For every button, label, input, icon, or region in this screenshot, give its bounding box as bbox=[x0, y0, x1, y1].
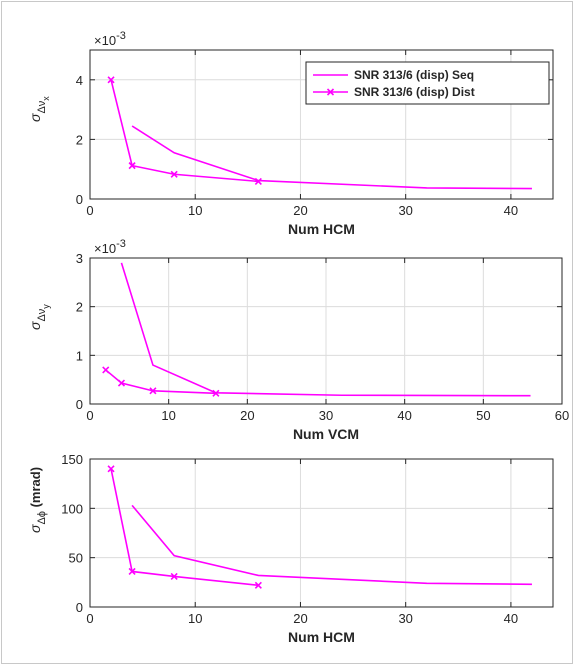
data-point-marker bbox=[254, 581, 262, 589]
x-tick-label: 30 bbox=[319, 408, 333, 423]
data-point-marker bbox=[170, 572, 178, 580]
data-point-marker bbox=[107, 465, 115, 473]
panel-delta-nu-x: 0 10 20 30 40 0 2 4 ×10-3 Num HCM σΔνx SNR 313/6 (d… bbox=[27, 30, 554, 237]
axes-box bbox=[89, 257, 563, 405]
y-tick-label: 3 bbox=[76, 251, 83, 266]
y-axis-label: σΔνy bbox=[27, 304, 51, 330]
data-point-marker bbox=[128, 162, 136, 170]
y-tick-label: 0 bbox=[76, 397, 83, 412]
y-tick-label: 2 bbox=[76, 132, 83, 147]
x-tick-label: 60 bbox=[555, 408, 569, 423]
legend-box bbox=[305, 61, 550, 105]
x-tick-label: 30 bbox=[398, 203, 412, 218]
x-tick-label: 30 bbox=[398, 611, 412, 626]
data-point-marker bbox=[107, 76, 115, 84]
x-axis-label: Num HCM bbox=[288, 221, 355, 237]
x-tick-label: 10 bbox=[188, 611, 202, 626]
legend-marker bbox=[326, 88, 335, 96]
y-axis-label: σΔνx bbox=[27, 96, 51, 122]
x-tick-label: 20 bbox=[293, 611, 307, 626]
series-line-seq bbox=[131, 504, 532, 586]
x-tick-label: 50 bbox=[476, 408, 490, 423]
y-tick-label: 1 bbox=[76, 348, 83, 363]
x-axis-label: Num HCM bbox=[288, 629, 355, 645]
y-scale-exponent: ×10-3 bbox=[94, 30, 126, 48]
x-tick-label: 40 bbox=[504, 203, 518, 218]
data-point-marker bbox=[149, 387, 157, 395]
x-tick-label: 40 bbox=[397, 408, 411, 423]
data-point-marker bbox=[254, 177, 262, 185]
axes-box bbox=[89, 458, 554, 608]
legend-entry: SNR 313/6 (disp) Dist bbox=[354, 85, 475, 99]
series-line-dist bbox=[110, 468, 259, 587]
series-line-dist bbox=[110, 79, 259, 183]
y-tick-label: 4 bbox=[76, 73, 83, 88]
data-point-marker bbox=[212, 389, 220, 397]
legend-entry: SNR 313/6 (disp) Seq bbox=[354, 68, 474, 82]
axes-box bbox=[89, 49, 554, 200]
plot-area bbox=[90, 459, 553, 607]
x-tick-label: 0 bbox=[86, 203, 93, 218]
y-axis-label: σΔϕ (mrad) bbox=[27, 467, 48, 533]
x-tick-label: 0 bbox=[86, 611, 93, 626]
y-tick-label: 2 bbox=[76, 300, 83, 315]
y-tick-label: 150 bbox=[61, 452, 83, 467]
x-axis-label: Num VCM bbox=[293, 426, 359, 442]
data-point-marker bbox=[128, 567, 136, 576]
panel-delta-phi: 0 10 20 30 40 0 50 100 150 Num HCM σΔϕ (mrad) bbox=[27, 452, 554, 645]
data-point-marker bbox=[102, 366, 110, 374]
y-tick-label: 0 bbox=[76, 600, 83, 615]
x-tick-label: 20 bbox=[293, 203, 307, 218]
x-tick-label: 10 bbox=[161, 408, 175, 423]
x-tick-label: 40 bbox=[504, 611, 518, 626]
series-line-dist bbox=[105, 369, 216, 395]
y-tick-label: 50 bbox=[69, 551, 83, 566]
y-tick-label: 100 bbox=[61, 501, 83, 516]
x-tick-label: 10 bbox=[188, 203, 202, 218]
x-tick-label: 0 bbox=[86, 408, 93, 423]
panel-delta-nu-y: 0 10 20 30 40 50 60 0 1 2 3 ×10-3 Num VCM σΔνy bbox=[27, 238, 569, 442]
data-point-marker bbox=[170, 170, 178, 178]
y-tick-label: 0 bbox=[76, 192, 83, 207]
y-scale-exponent: ×10-3 bbox=[94, 238, 126, 256]
data-point-marker bbox=[117, 379, 126, 387]
x-tick-label: 20 bbox=[240, 408, 254, 423]
